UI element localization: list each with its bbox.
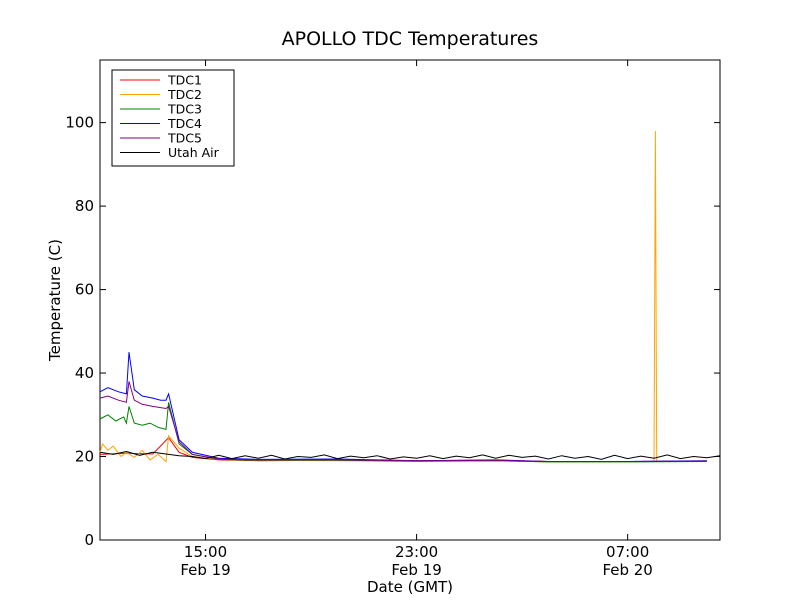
y-tick-label: 0 — [84, 531, 94, 549]
series-layer — [99, 130, 721, 463]
y-tick-label: 100 — [65, 114, 94, 132]
y-tick-label: 20 — [75, 448, 94, 466]
legend-box — [111, 69, 235, 167]
legend-label: TDC4 — [167, 116, 202, 131]
x-tick-label-time: 07:00 — [606, 543, 649, 561]
series-line-tdc2 — [99, 130, 658, 463]
legend-label: TDC2 — [167, 87, 202, 102]
legend-label: Utah Air — [168, 145, 220, 160]
x-axis-label: Date (GMT) — [367, 578, 453, 596]
series-line-tdc4 — [99, 352, 707, 462]
x-tick-label-time: 15:00 — [184, 543, 227, 561]
x-tick-label-time: 23:00 — [395, 543, 438, 561]
y-tick-label: 40 — [75, 364, 94, 382]
plot-area — [99, 59, 721, 541]
legend-label: TDC1 — [167, 73, 202, 88]
y-tick-label: 80 — [75, 197, 94, 215]
y-axis-label: Temperature (C) — [46, 239, 64, 362]
legend-label: TDC3 — [167, 102, 202, 117]
series-line-tdc5 — [99, 381, 707, 462]
x-tick-label-date: Feb 20 — [602, 561, 652, 579]
chart-title: APOLLO TDC Temperatures — [282, 28, 539, 50]
series-line-tdc1 — [99, 436, 707, 462]
x-tick-label-date: Feb 19 — [180, 561, 230, 579]
x-tick-label-date: Feb 19 — [391, 561, 441, 579]
legend-label: TDC5 — [167, 131, 202, 146]
series-line-utah-air — [99, 450, 721, 460]
y-tick-label: 60 — [75, 281, 94, 299]
